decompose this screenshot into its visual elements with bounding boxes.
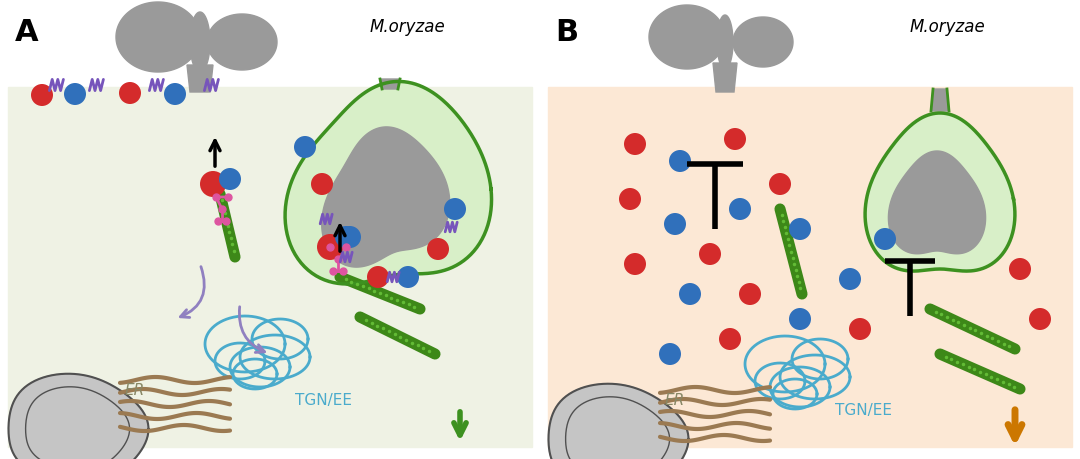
Circle shape — [679, 283, 701, 305]
Circle shape — [789, 308, 811, 330]
Circle shape — [64, 84, 86, 106]
Text: M.oryzae: M.oryzae — [370, 18, 446, 36]
Text: TGN/EE: TGN/EE — [295, 392, 352, 407]
Text: TGN/EE: TGN/EE — [835, 402, 892, 417]
Circle shape — [444, 199, 465, 220]
Circle shape — [624, 134, 646, 156]
Circle shape — [839, 269, 861, 291]
Polygon shape — [931, 90, 949, 112]
Circle shape — [164, 84, 186, 106]
Circle shape — [624, 253, 646, 275]
Bar — [8, 88, 532, 447]
Circle shape — [719, 328, 741, 350]
Circle shape — [664, 213, 686, 235]
Circle shape — [1009, 258, 1031, 280]
Circle shape — [219, 168, 241, 190]
Circle shape — [318, 235, 343, 260]
Polygon shape — [865, 114, 1015, 271]
Circle shape — [335, 226, 357, 248]
Polygon shape — [733, 18, 793, 68]
Circle shape — [339, 226, 361, 248]
Text: M.oryzae: M.oryzae — [910, 18, 986, 36]
Polygon shape — [190, 13, 210, 73]
Circle shape — [729, 199, 751, 220]
Circle shape — [294, 137, 316, 159]
Circle shape — [397, 266, 419, 288]
Polygon shape — [549, 384, 689, 459]
Polygon shape — [889, 151, 986, 254]
Polygon shape — [649, 6, 725, 70]
Polygon shape — [322, 128, 449, 268]
Text: B: B — [555, 18, 578, 47]
Polygon shape — [717, 16, 733, 70]
Circle shape — [659, 343, 681, 365]
Text: ER: ER — [665, 392, 685, 407]
Polygon shape — [187, 66, 213, 93]
Circle shape — [311, 174, 333, 196]
Polygon shape — [713, 64, 737, 93]
Polygon shape — [207, 15, 276, 71]
Bar — [548, 88, 1072, 447]
Bar — [8, 88, 532, 447]
Polygon shape — [116, 3, 200, 73]
Circle shape — [769, 174, 791, 196]
Text: A: A — [15, 18, 39, 47]
Circle shape — [200, 172, 226, 197]
Circle shape — [739, 283, 761, 305]
FancyArrowPatch shape — [240, 307, 265, 353]
Polygon shape — [285, 82, 491, 285]
Circle shape — [669, 151, 691, 173]
Polygon shape — [9, 374, 149, 459]
Circle shape — [699, 243, 721, 265]
Circle shape — [31, 85, 53, 107]
Circle shape — [789, 218, 811, 241]
FancyArrowPatch shape — [180, 267, 204, 318]
Text: ER: ER — [125, 382, 145, 397]
Bar — [548, 88, 1072, 447]
Circle shape — [874, 229, 896, 251]
Circle shape — [849, 318, 870, 340]
Polygon shape — [380, 80, 400, 90]
Circle shape — [427, 239, 449, 260]
Circle shape — [619, 189, 642, 211]
Circle shape — [1029, 308, 1051, 330]
Circle shape — [724, 129, 746, 151]
Circle shape — [119, 83, 141, 105]
Circle shape — [367, 266, 389, 288]
